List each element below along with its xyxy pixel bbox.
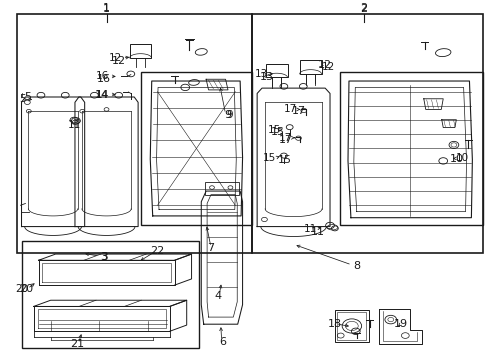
Text: 15: 15 [271,127,285,138]
Text: 15: 15 [263,153,276,163]
Text: 20: 20 [15,284,28,294]
Bar [141,72,252,225]
Text: 4: 4 [215,291,222,301]
Text: 12: 12 [109,53,122,63]
Text: 17: 17 [279,133,293,143]
Text: 13: 13 [255,69,268,79]
Text: 7: 7 [207,243,215,253]
Text: 2: 2 [361,4,368,14]
Text: 19: 19 [393,319,408,329]
Text: 2: 2 [361,3,368,13]
Text: 21: 21 [71,339,84,350]
Text: 17: 17 [292,106,305,116]
Text: 20: 20 [19,284,33,294]
Text: 6: 6 [220,337,227,347]
Text: 9: 9 [224,110,232,120]
Text: 14: 14 [96,90,109,99]
Bar [205,182,239,195]
Bar [340,72,483,225]
Bar [337,312,367,340]
Text: 17: 17 [279,135,294,145]
Bar [22,241,199,348]
Text: 5: 5 [19,94,26,104]
Text: 10: 10 [456,153,469,163]
Text: 12: 12 [322,62,335,72]
Text: 13: 13 [260,72,274,82]
Text: 12: 12 [318,60,332,70]
Text: 10: 10 [449,154,464,164]
Text: 12: 12 [112,57,126,67]
Text: 8: 8 [353,261,360,271]
Text: 11: 11 [304,224,317,234]
Bar [300,60,321,74]
Bar [17,14,252,253]
Bar [266,64,288,77]
Text: 16: 16 [97,74,111,84]
Text: 5: 5 [24,92,31,102]
Text: 17: 17 [284,104,297,114]
Bar [130,44,151,58]
Text: 9: 9 [226,110,233,120]
Text: 14: 14 [95,90,109,100]
Bar [252,14,483,253]
Text: 11: 11 [311,227,325,237]
Text: 22: 22 [150,246,165,256]
Text: 11: 11 [67,120,81,130]
Text: 1: 1 [103,4,110,14]
Text: 18: 18 [328,319,342,329]
Text: 3: 3 [101,252,107,262]
Text: 15: 15 [268,125,281,135]
Text: 15: 15 [278,155,292,165]
Text: 3: 3 [100,252,108,262]
Bar [335,310,369,342]
Text: 1: 1 [103,3,110,13]
Text: 16: 16 [96,71,109,81]
